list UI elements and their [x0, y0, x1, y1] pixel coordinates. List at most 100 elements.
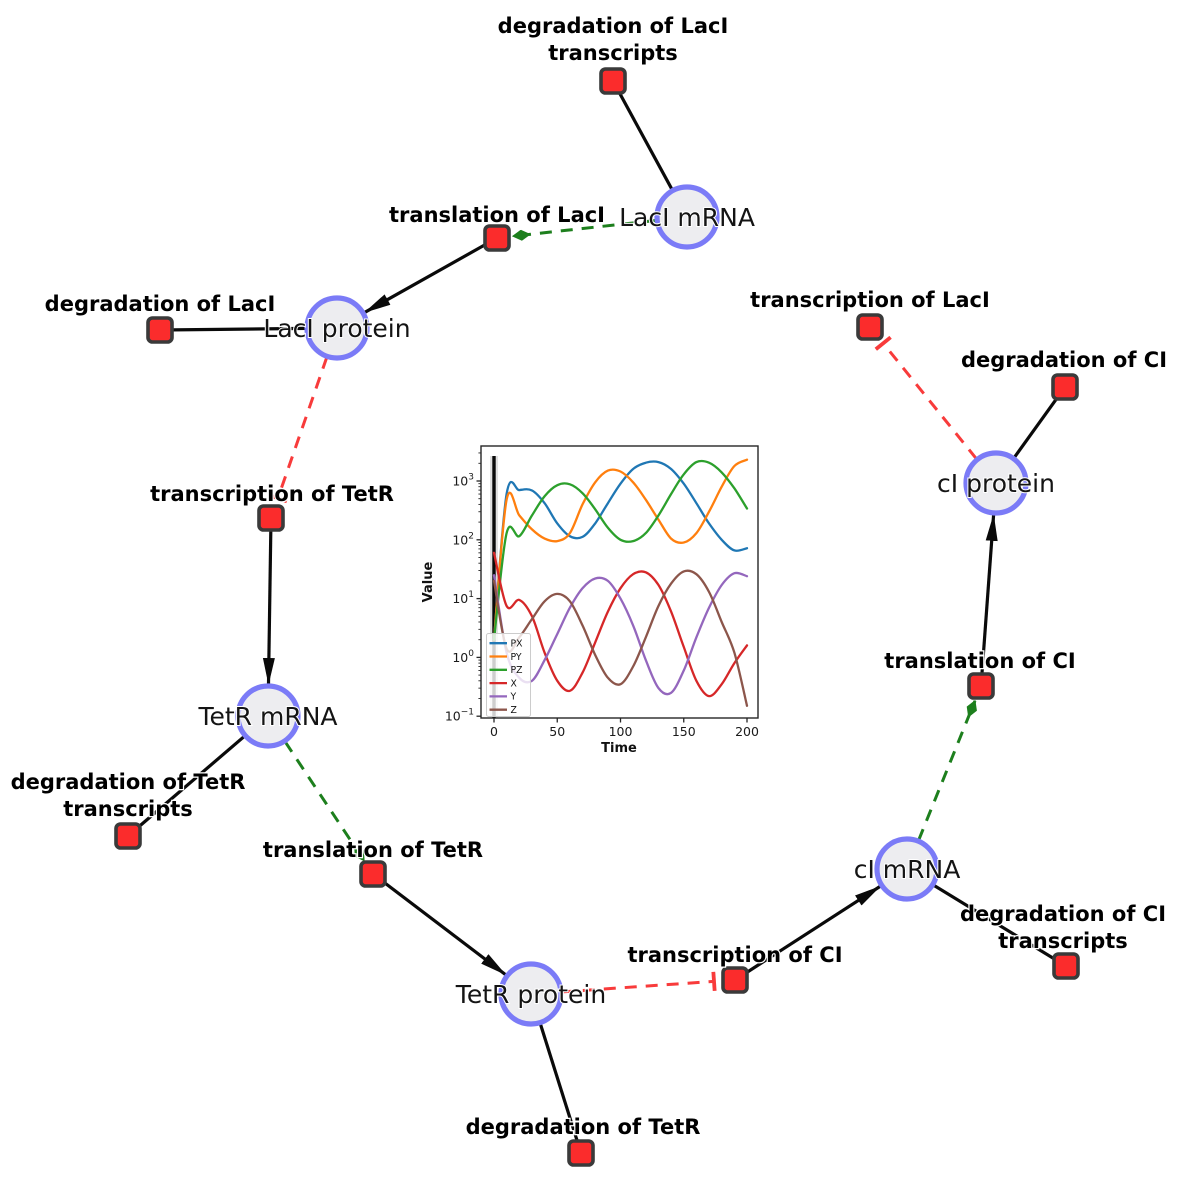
y-tick-exponent: 0 [468, 649, 474, 659]
edge-consumption-laci-protein-deg-laci [172, 326, 307, 332]
legend-entry-PX: PX [511, 639, 524, 650]
reaction-label-line: degradation of CI [960, 902, 1166, 926]
reaction-node-translation-ci [967, 672, 995, 700]
edge-modifier-ci-mrna-translation-ci [917, 699, 977, 841]
curve-Y [492, 571, 749, 696]
reaction-node-deg-tetr-transcripts [114, 822, 142, 850]
edge-consumption-tetr-protein-deg-tetr [538, 1023, 579, 1142]
y-tick-label: 102 [452, 531, 474, 547]
species-label-tetr-protein: TetR protein [455, 980, 606, 1009]
reaction-node-translation-laci [483, 224, 511, 252]
legend-box [486, 633, 531, 717]
reaction-label-deg-laci: degradation of LacI [45, 292, 276, 316]
edge-inhibition-laci-protein-transcription-tetr [268, 356, 329, 504]
y-tick-label: 101 [452, 590, 474, 606]
reaction-label-line: translation of CI [884, 649, 1075, 673]
reaction-label-line: transcription of CI [627, 943, 842, 967]
y-tick-exponent: 3 [468, 473, 474, 483]
edge-consumption-laci-mrna-deg-laci-transcripts [617, 91, 674, 191]
reaction-label-transcription-ci: transcription of CI [627, 943, 842, 967]
reaction-label-line: transcripts [63, 797, 193, 821]
reaction-node-translation-tetr [359, 860, 387, 888]
reaction-label-deg-laci-transcripts: degradation of LacI transcripts [498, 14, 729, 65]
reaction-label-translation-laci: translation of LacI [389, 203, 605, 227]
reaction-label-deg-ci-transcripts: degradation of CI transcripts [960, 902, 1166, 953]
reaction-label-deg-tetr: degradation of TetR [466, 1115, 701, 1139]
species-node-tetr-mrna [235, 683, 301, 749]
legend-entry-PY: PY [511, 652, 522, 663]
edge-inhibition-ci-protein-transcription-laci [874, 335, 978, 460]
reaction-label-line: transcription of TetR [150, 482, 394, 506]
reaction-node-deg-tetr [567, 1139, 595, 1167]
curve-PZ [492, 459, 749, 641]
species-node-tetr-protein [498, 961, 564, 1027]
labels-layer: LacI mRNA LacI protein TetR mRNA TetR prote… [9, 13, 1168, 1140]
reaction-node-deg-laci [146, 316, 174, 344]
species-node-laci-mrna [654, 184, 720, 250]
species-label-laci-mrna: LacI mRNA [619, 203, 755, 232]
curve-X [492, 551, 749, 698]
edge-consumption-tetr-mrna-deg-tetr-transcripts [136, 734, 246, 829]
reaction-label-line: degradation of TetR [466, 1115, 701, 1139]
species-label-tetr-mrna: TetR mRNA [197, 702, 337, 731]
reaction-node-transcription-laci [856, 313, 884, 341]
x-tick-label: 50 [549, 724, 565, 739]
edge-production-translation-tetr-tetr-protein [382, 880, 507, 976]
curve-Z [492, 569, 749, 707]
reaction-label-line: translation of LacI [389, 203, 605, 227]
reaction-node-transcription-tetr [257, 504, 285, 532]
plot-frame [480, 445, 759, 719]
edge-inhibition-tetr-protein-transcription-ci [561, 971, 717, 994]
legend-entry-PZ: PZ [511, 665, 523, 676]
species-label-ci-mrna: cI mRNA [854, 855, 961, 884]
edge-consumption-ci-protein-deg-ci [1012, 396, 1059, 459]
curve-PX [492, 460, 749, 641]
reaction-label-line: degradation of TetR [11, 770, 246, 794]
reaction-label-translation-ci: translation of CI [884, 649, 1075, 673]
inset-y-axis-label: Value [421, 561, 436, 602]
edge-production-translation-laci-laci-protein [364, 243, 487, 314]
x-tick-label: 100 [609, 724, 633, 739]
legend-entry-Z: Z [511, 705, 517, 716]
reaction-label-line: degradation of LacI [498, 14, 729, 38]
reaction-node-transcription-ci [721, 966, 749, 994]
x-tick-label: 150 [672, 724, 696, 739]
reaction-label-line: transcription of LacI [750, 288, 990, 312]
edge-production-translation-ci-ci-protein [980, 513, 998, 674]
x-tick-label: 0 [490, 724, 498, 739]
y-tick-exponent: 2 [468, 531, 474, 541]
reaction-label-line: degradation of CI [961, 348, 1167, 372]
edges-layer [136, 91, 1059, 1142]
edge-consumption-ci-mrna-deg-ci-transcripts [932, 883, 1056, 961]
reaction-node-deg-ci-transcripts [1052, 952, 1080, 980]
y-tick-label: 100 [452, 649, 474, 665]
reaction-label-transcription-tetr: transcription of TetR [150, 482, 394, 506]
species-label-ci-protein: cI protein [937, 469, 1055, 498]
edge-production-transcription-ci-ci-mrna [745, 885, 881, 975]
edge-modifier-laci-mrna-translation-laci [511, 218, 657, 241]
reaction-node-deg-laci-transcripts [599, 67, 627, 95]
reaction-node-deg-ci [1051, 373, 1079, 401]
reaction-label-translation-tetr: translation of TetR [263, 838, 483, 862]
reaction-label-line: transcripts [548, 41, 678, 65]
y-tick-exponent: −1 [461, 708, 474, 718]
x-tick-label: 200 [735, 724, 759, 739]
curve-PY [492, 458, 749, 641]
legend: PX PY PZ XYZ [486, 633, 531, 717]
y-tick-exponent: 1 [468, 590, 474, 600]
reaction-label-deg-tetr-transcripts: degradation of TetR transcripts [11, 770, 246, 821]
reaction-label-line: translation of TetR [263, 838, 483, 862]
reaction-label-line: transcripts [998, 929, 1128, 953]
species-node-ci-mrna [874, 836, 940, 902]
edge-modifier-tetr-mrna-translation-tetr [283, 740, 366, 862]
legend-entry-X: X [511, 678, 518, 689]
reaction-label-transcription-laci: transcription of LacI [750, 288, 990, 312]
species-node-laci-protein [304, 295, 370, 361]
edge-production-transcription-tetr-tetr-mrna [262, 530, 275, 685]
inset-x-axis-label: Time [601, 741, 637, 756]
y-tick-label: 103 [452, 473, 474, 489]
reaction-label-deg-ci: degradation of CI [961, 348, 1167, 372]
species-label-laci-protein: LacI protein [263, 314, 410, 343]
